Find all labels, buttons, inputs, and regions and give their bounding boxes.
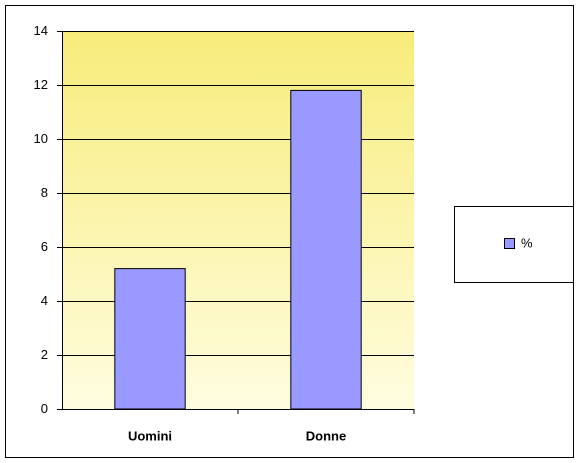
y-tick-label: 6 <box>41 239 48 254</box>
x-tick-label: Uomini <box>128 428 172 443</box>
bar <box>114 268 186 410</box>
y-tick-label: 8 <box>41 185 48 200</box>
y-tick-label: 14 <box>34 23 48 38</box>
y-tick-label: 4 <box>41 293 48 308</box>
legend-label: % <box>521 235 533 250</box>
legend-swatch <box>504 238 515 249</box>
y-tick-label: 12 <box>34 77 48 92</box>
y-tick-label: 0 <box>41 401 48 416</box>
bar <box>290 89 362 410</box>
y-tick-label: 2 <box>41 347 48 362</box>
x-tick-label: Donne <box>306 428 346 443</box>
y-tick-label: 10 <box>34 131 48 146</box>
